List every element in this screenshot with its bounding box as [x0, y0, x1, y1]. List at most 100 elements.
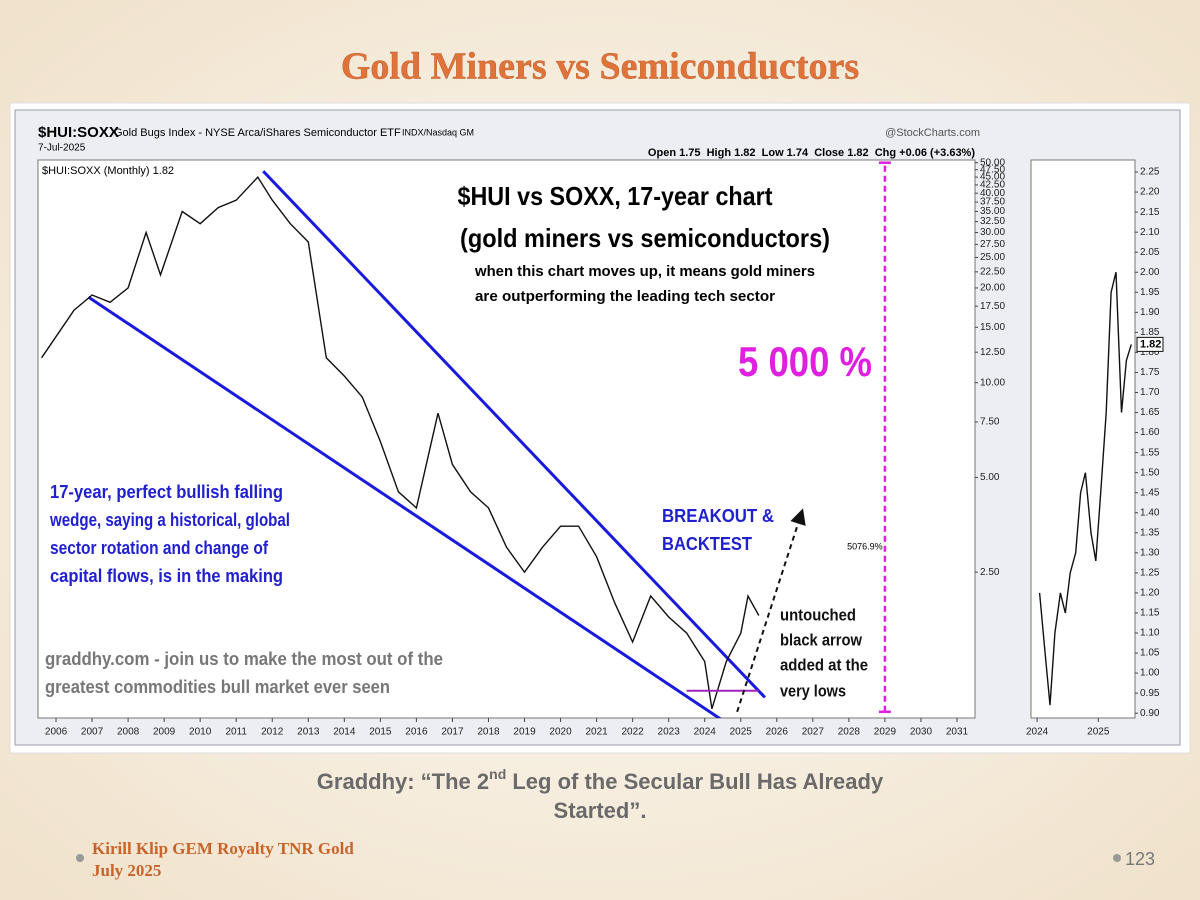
y-tick-label: 12.50: [980, 347, 1005, 358]
x-tick-label: 2020: [549, 727, 572, 738]
x-tick-label: 2027: [802, 727, 825, 738]
x-tick-label: 2015: [369, 727, 392, 738]
y-tick-label: 50.00: [980, 157, 1005, 168]
quote: Open 1.75 High 1.82 Low 1.74 Close 1.82 …: [648, 147, 975, 159]
arrow: [736, 508, 806, 713]
x-tick-label: 2023: [658, 727, 681, 738]
y-tick-label: 1.75: [1140, 367, 1160, 378]
y-tick-label: 1.80: [1140, 347, 1160, 358]
gain: 5 000 %: [738, 338, 872, 385]
x-tick-label: 2006: [45, 727, 68, 738]
headline: $HUI vs SOXX, 17-year chart: [458, 181, 773, 211]
subtitle: Started”.: [554, 798, 647, 823]
wedge-note: 17-year, perfect bullish falling: [50, 482, 283, 502]
x-tick-label: 2022: [622, 727, 645, 738]
slide-title: Gold Miners vs Semiconductors: [341, 46, 859, 88]
x-tick-label: 2025: [1087, 727, 1110, 738]
bullet: [76, 854, 84, 862]
y-tick-label: 1.60: [1140, 427, 1160, 438]
footer-date: July 2025: [92, 861, 161, 880]
y-tick-label: 0.95: [1140, 688, 1160, 699]
note: are outperforming the leading tech secto…: [475, 288, 775, 305]
x-tick-label: 2012: [261, 727, 284, 738]
subtitle-part: Leg of the Secular Bull Has Already: [506, 769, 884, 794]
y-tick-label: 5.00: [980, 472, 1000, 483]
source: @StockCharts.com: [885, 127, 980, 139]
inset-plot-area: [1030, 159, 1136, 719]
y-tick-label: 37.50: [980, 197, 1005, 208]
plot-layer: [1038, 272, 1132, 706]
y-tick-label: 1.45: [1140, 487, 1160, 498]
x-tick-label: 2014: [333, 727, 356, 738]
y-tick-label: 1.55: [1140, 447, 1160, 458]
y-tick-label: 1.25: [1140, 568, 1160, 579]
x-tick-label: 2021: [585, 727, 608, 738]
x-tick-label: 2026: [766, 727, 789, 738]
y-tick-label: 7.50: [980, 417, 1000, 428]
y-tick-label: 2.00: [1140, 267, 1160, 278]
x-tick-label: 2019: [513, 727, 536, 738]
x-tick-label: 2029: [874, 727, 897, 738]
y-tick-label: 1.40: [1140, 507, 1160, 518]
x-tick-label: 2011: [225, 727, 247, 738]
arrow-note: very lows: [780, 681, 846, 700]
arrow-note: black arrow: [780, 630, 863, 649]
x-tick-label: 2018: [477, 727, 500, 738]
exchange: INDX/Nasdaq GM: [402, 127, 474, 137]
y-tick-label: 1.90: [1140, 307, 1160, 318]
y-tick-label: 22.50: [980, 266, 1005, 277]
wedge-note: sector rotation and change of: [50, 538, 269, 558]
x-tick-label: 2013: [297, 727, 320, 738]
y-tick-label: 0.90: [1140, 708, 1160, 719]
x-tick-label: 2007: [81, 727, 104, 738]
x-tick-label: 2025: [730, 727, 753, 738]
y-tick-label: 1.95: [1140, 287, 1160, 298]
y-tick-label: 2.05: [1140, 247, 1160, 258]
y-tick-label: 2.20: [1140, 187, 1160, 198]
y-tick-label: 30.00: [980, 227, 1005, 238]
symbol: $HUI:SOXX: [38, 124, 119, 141]
y-tick-label: 2.15: [1140, 207, 1160, 218]
y-tick-label: 45.00: [980, 172, 1005, 183]
breakout: BREAKOUT &: [662, 506, 774, 526]
x-tick-label: 2016: [405, 727, 428, 738]
y-tick-label: 42.50: [980, 180, 1005, 191]
author: Kirill Klip GEM Royalty TNR Gold: [92, 839, 354, 858]
y-tick-label: 1.35: [1140, 527, 1160, 538]
y-tick-label: 27.50: [980, 239, 1005, 250]
y-tick-label: 1.10: [1140, 628, 1160, 639]
promo: greatest commodities bull market ever se…: [45, 677, 390, 697]
y-tick-label: 2.25: [1140, 167, 1160, 178]
legend: $HUI:SOXX (Monthly) 1.82: [42, 165, 174, 177]
y-tick-label: 1.05: [1140, 648, 1160, 659]
last-value-box: [1136, 336, 1164, 352]
y-tick-label: 1.15: [1140, 608, 1160, 619]
y-tick-label: 47.50: [980, 164, 1005, 175]
price-line: [1038, 272, 1132, 706]
x-tick-label: 2030: [910, 727, 933, 738]
y-tick-label: 1.85: [1140, 327, 1160, 338]
y-tick-label: 20.00: [980, 283, 1005, 294]
plot-area: [37, 159, 976, 719]
arrow-note: added at the: [780, 655, 868, 674]
y-tick-label: 1.20: [1140, 588, 1160, 599]
y-tick-label: 1.65: [1140, 407, 1160, 418]
y-tick-label: 17.50: [980, 301, 1005, 312]
trendline: [87, 295, 722, 718]
page-number: 123: [1125, 849, 1155, 869]
wedge-note: wedge, saying a historical, global: [49, 510, 290, 530]
y-tick-label: 1.70: [1140, 387, 1160, 398]
subtitle-sup: nd: [489, 766, 506, 782]
y-tick-label: 35.00: [980, 206, 1005, 217]
x-tick-label: 2010: [189, 727, 212, 738]
range-label: 5076.9%: [847, 542, 883, 552]
y-tick-label: 1.30: [1140, 547, 1160, 558]
arrow-note: untouched: [780, 605, 856, 624]
x-tick-label: 2031: [946, 727, 969, 738]
y-tick-label: 25.00: [980, 252, 1005, 263]
y-tick-label: 2.10: [1140, 227, 1160, 238]
y-tick-label: 2.50: [980, 567, 1000, 578]
wedge-note: capital flows, is in the making: [50, 566, 283, 586]
